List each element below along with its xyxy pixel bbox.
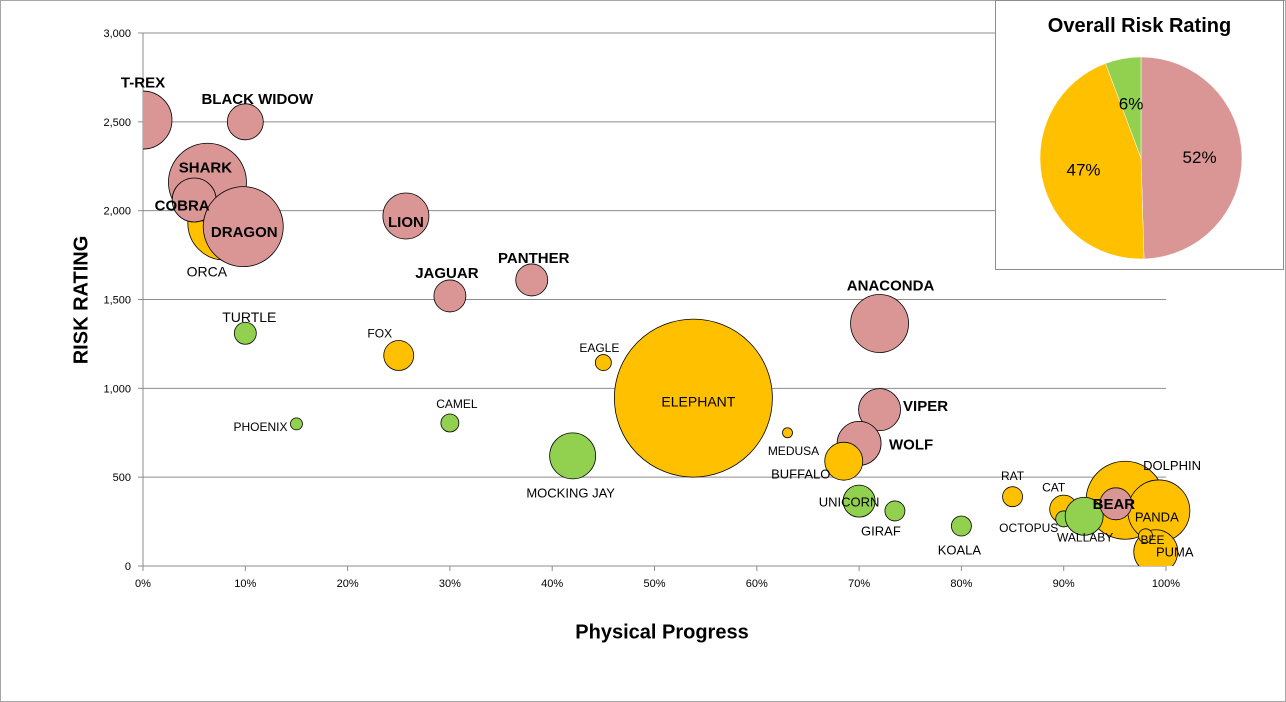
y-tick-label: 500 bbox=[113, 472, 131, 484]
bubble-label-shark: SHARK bbox=[179, 159, 233, 176]
pie-chart: 52% 47% 6% bbox=[1039, 56, 1243, 260]
bubble-turtle bbox=[233, 321, 257, 345]
pie-slice-label: 47% bbox=[1067, 160, 1101, 179]
bubble-label-turtle: TURTLE bbox=[222, 309, 276, 325]
bubble-label-wallaby: WALLABY bbox=[1057, 530, 1113, 544]
bubble-label-phoenix: PHOENIX bbox=[233, 420, 287, 434]
y-tick-label: 2,500 bbox=[103, 117, 131, 129]
x-tick-label: 10% bbox=[234, 578, 256, 590]
bubble-label-fox: FOX bbox=[367, 327, 392, 341]
pie-chart-title: Overall Risk Rating bbox=[1047, 15, 1232, 37]
bubble-label-orca: ORCA bbox=[187, 264, 228, 280]
pie-slice bbox=[1105, 56, 1142, 159]
y-tick-label: 0 bbox=[125, 561, 131, 573]
bubble-label-mocking-jay: MOCKING JAY bbox=[526, 485, 615, 500]
x-tick-label: 90% bbox=[1053, 578, 1075, 590]
bubble-label-camel: CAMEL bbox=[436, 397, 478, 411]
bubble-label-giraf: GIRAF bbox=[861, 523, 901, 538]
pie-slice-label: 6% bbox=[1119, 94, 1144, 113]
y-tick-label: 3,000 bbox=[103, 28, 131, 40]
bubble-mocking-jay bbox=[549, 432, 597, 480]
bubble-label-wolf: WOLF bbox=[889, 437, 933, 454]
bubble-camel bbox=[440, 413, 460, 433]
x-axis-title: Physical Progress bbox=[575, 621, 749, 644]
x-tick-label: 50% bbox=[643, 578, 665, 590]
bubble-bear bbox=[1099, 487, 1133, 521]
bubble-label-octopus: OCTOPUS bbox=[999, 521, 1058, 535]
bubble-rat bbox=[1002, 486, 1023, 508]
bubble-buffalo bbox=[824, 441, 864, 481]
bubble-label-panther: PANTHER bbox=[498, 250, 570, 267]
bubble-label-viper: VIPER bbox=[903, 398, 948, 415]
x-tick-label: 0% bbox=[135, 578, 151, 590]
y-tick-label: 2,000 bbox=[103, 206, 131, 218]
bubble-label-eagle: EAGLE bbox=[579, 341, 619, 355]
bubble-label-panda: PANDA bbox=[1135, 509, 1179, 524]
bubble-label-dolphin: DOLPHIN bbox=[1143, 458, 1201, 473]
pie-slice bbox=[1039, 63, 1145, 260]
x-tick-label: 100% bbox=[1152, 578, 1180, 590]
bubble-label-bear: BEAR bbox=[1093, 496, 1136, 513]
y-tick-label: 1,000 bbox=[103, 383, 131, 395]
bubble-unicorn bbox=[842, 484, 876, 518]
bubble-wallaby bbox=[1064, 496, 1104, 536]
x-tick-label: 70% bbox=[848, 578, 870, 590]
bubble-lion bbox=[382, 192, 430, 240]
bubble-label-puma: PUMA bbox=[1156, 544, 1194, 559]
bubble-label-koala: KOALA bbox=[938, 543, 982, 558]
bubble-label-bee: BEE bbox=[1141, 533, 1165, 547]
x-tick-label: 30% bbox=[439, 578, 461, 590]
bubble-label-unicorn: UNICORN bbox=[819, 495, 880, 510]
y-tick-label: 1,500 bbox=[103, 295, 131, 307]
bubble-label-black-widow: BLACK WIDOW bbox=[201, 91, 313, 108]
x-tick-label: 60% bbox=[746, 578, 768, 590]
bubble-eagle bbox=[594, 354, 612, 371]
bubble-t-rex bbox=[143, 90, 173, 150]
bubble-fox bbox=[383, 340, 415, 371]
bubble-koala bbox=[951, 515, 972, 537]
bubble-medusa bbox=[782, 427, 793, 439]
bubble-label-lion: LION bbox=[388, 214, 424, 231]
bubble-jaguar bbox=[433, 279, 467, 313]
bubble-anaconda bbox=[850, 294, 909, 353]
bubble-label-buffalo: BUFFALO bbox=[771, 467, 830, 482]
bubble-label-medusa: MEDUSA bbox=[768, 444, 819, 458]
bubble-phoenix bbox=[290, 417, 303, 431]
pie-slice-label: 52% bbox=[1183, 148, 1217, 167]
bubble-black-widow bbox=[226, 103, 264, 141]
bubble-label-cobra: COBRA bbox=[155, 197, 210, 214]
x-tick-label: 20% bbox=[337, 578, 359, 590]
pie-slice bbox=[1140, 56, 1243, 260]
bubble-label-cat: CAT bbox=[1042, 480, 1066, 494]
bubble-viper bbox=[858, 388, 901, 432]
bubble-giraf bbox=[884, 500, 906, 522]
bubble-label-jaguar: JAGUAR bbox=[415, 265, 479, 282]
x-tick-label: 80% bbox=[950, 578, 972, 590]
bubble-label-dragon: DRAGON bbox=[211, 224, 278, 241]
pie-chart-panel: 52% 47% 6% Overall Risk Rating bbox=[995, 0, 1284, 270]
y-axis-title: RISK RATING bbox=[70, 235, 93, 365]
bubble-bee bbox=[1138, 528, 1153, 544]
bubble-panther bbox=[515, 263, 549, 297]
bubble-elephant bbox=[613, 318, 773, 478]
bubble-label-elephant: ELEPHANT bbox=[661, 394, 735, 410]
bubble-label-t-rex: T-REX bbox=[121, 74, 165, 91]
bubble-dragon bbox=[202, 186, 284, 268]
bubble-label-anaconda: ANACONDA bbox=[847, 278, 935, 295]
x-tick-label: 40% bbox=[541, 578, 563, 590]
bubble-label-rat: RAT bbox=[1001, 469, 1025, 483]
